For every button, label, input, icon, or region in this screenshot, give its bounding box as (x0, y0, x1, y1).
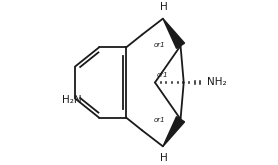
Text: or1: or1 (153, 117, 165, 123)
Text: or1: or1 (153, 42, 165, 48)
Polygon shape (163, 117, 185, 146)
Text: H: H (160, 153, 168, 163)
Text: H₂N: H₂N (61, 95, 81, 105)
Text: or1: or1 (157, 71, 168, 78)
Text: NH₂: NH₂ (207, 78, 227, 87)
Polygon shape (163, 19, 185, 48)
Text: H: H (160, 2, 168, 12)
